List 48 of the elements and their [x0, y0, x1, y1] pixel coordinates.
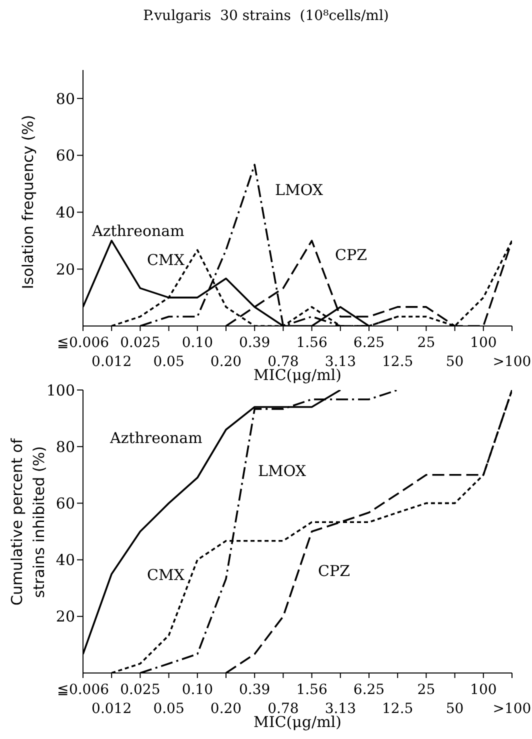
x-tick-label: 0.10 — [182, 682, 213, 698]
x-tick-label: 0.012 — [92, 354, 132, 370]
x-tick-label: >100 — [492, 354, 532, 370]
series-label: CPZ — [335, 246, 367, 264]
x-tick-label: 1.56 — [296, 682, 328, 698]
x-tick-label: 12.5 — [382, 701, 414, 717]
x-tick-label: ≦0.006 — [56, 682, 110, 698]
y-tick-label: 60 — [56, 146, 75, 165]
x-tick-label: 0.39 — [239, 335, 270, 351]
series-label: CMX — [147, 251, 185, 269]
y-tick-label: 20 — [56, 260, 75, 278]
series-label: LMOX — [275, 181, 324, 199]
x-tick-label: 25 — [417, 335, 436, 351]
x-tick-label: 0.025 — [120, 682, 160, 698]
y-tick-label: 80 — [56, 90, 75, 108]
series-label: CMX — [147, 566, 185, 584]
x-tick-label: 6.25 — [353, 335, 385, 351]
x-tick-label: 50 — [446, 354, 464, 370]
y-axis-title: Isolation frequency (%) — [18, 114, 38, 292]
x-tick-label: 100 — [470, 335, 497, 351]
y-tick-label: 40 — [56, 204, 75, 222]
chart-title: P.vulgaris 30 strains (10⁸cells/ml) — [142, 8, 390, 24]
x-tick-label: 1.56 — [296, 335, 328, 351]
x-tick-label: 0.05 — [153, 701, 184, 717]
series-label: CPZ — [318, 562, 350, 580]
y-tick-label: 80 — [56, 438, 75, 456]
x-tick-label: 0.20 — [210, 701, 242, 717]
series-label: Azthreonam — [110, 429, 202, 447]
y-axis-title: Cumulative percent of strains inhibited (%) — [7, 437, 49, 608]
x-tick-label: 50 — [446, 701, 464, 717]
x-tick-label: 6.25 — [353, 682, 385, 698]
x-tick-label: 0.20 — [210, 354, 242, 370]
y-tick-label: 40 — [56, 551, 75, 570]
x-tick-label: 0.012 — [92, 701, 132, 717]
x-tick-label: 0.10 — [182, 335, 213, 351]
x-tick-label: ≦0.006 — [56, 335, 110, 351]
x-tick-label: 100 — [470, 682, 497, 698]
x-tick-label: 0.39 — [239, 682, 270, 698]
x-tick-label: 25 — [417, 682, 436, 698]
y-tick-label: 100 — [46, 381, 75, 400]
x-tick-label: >100 — [492, 701, 532, 717]
x-tick-label: 0.025 — [120, 335, 160, 351]
y-tick-label: 20 — [56, 608, 75, 626]
series-label: Azthreonam — [92, 222, 184, 240]
y-tick-label: 60 — [56, 494, 75, 513]
x-tick-label: 12.5 — [382, 354, 414, 370]
x-tick-label: 0.05 — [153, 354, 184, 370]
series-label: LMOX — [258, 462, 306, 480]
